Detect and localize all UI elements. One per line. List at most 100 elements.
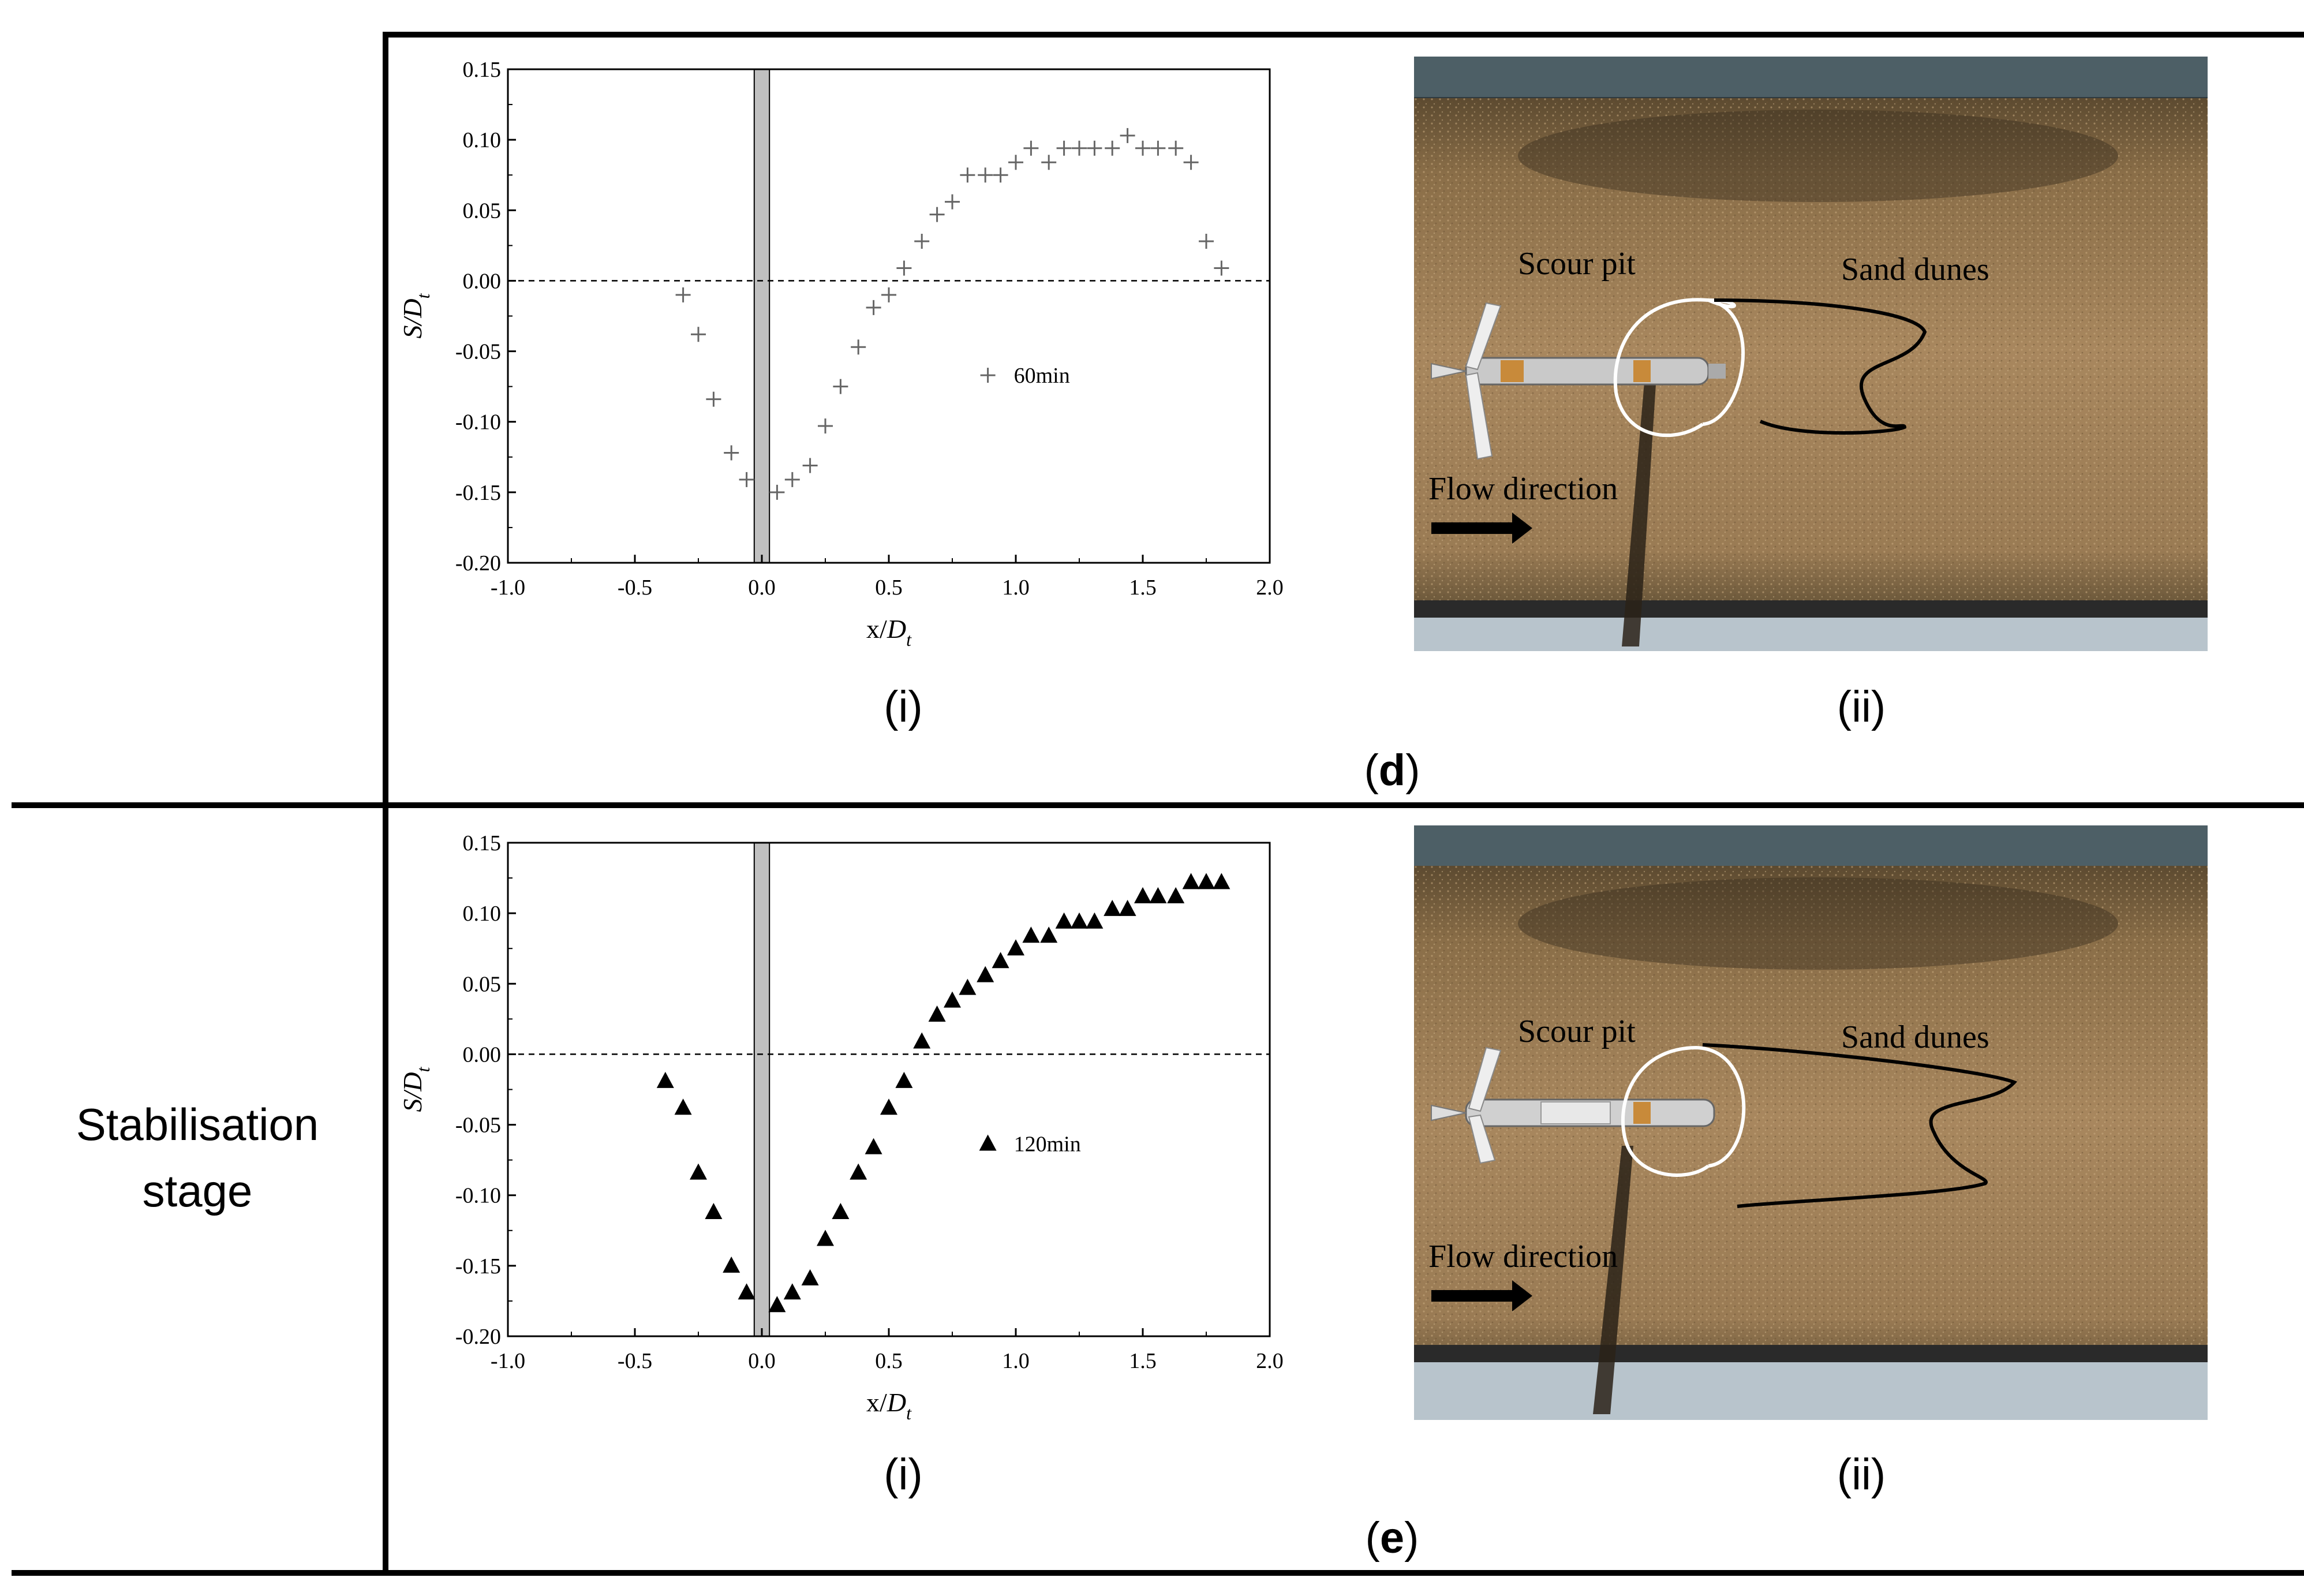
x-tick-label: 1.0	[1002, 575, 1030, 600]
x-tick-label: 0.5	[875, 575, 903, 600]
data-point	[705, 1203, 723, 1220]
data-point	[1086, 912, 1104, 929]
letter-d: (d)	[1364, 746, 1420, 795]
data-point	[1105, 140, 1120, 156]
data-point	[914, 234, 930, 249]
x-tick-label: 2.0	[1256, 575, 1284, 600]
data-point	[1183, 155, 1199, 170]
data-point	[929, 207, 945, 222]
data-point	[817, 1229, 834, 1246]
data-point	[978, 167, 993, 183]
data-point	[851, 339, 866, 355]
scour-pit-outline-e	[1621, 1046, 1746, 1177]
x-tick-label: 0.0	[748, 1349, 776, 1373]
pile-band	[753, 842, 771, 1337]
data-point	[768, 1296, 786, 1313]
data-point	[1167, 887, 1185, 903]
data-point	[1022, 926, 1040, 943]
data-point	[832, 1203, 850, 1220]
legend-marker	[979, 1134, 997, 1151]
y-tick-label: -0.10	[455, 1184, 501, 1208]
data-point	[833, 379, 848, 394]
photo-e-flow-label: Flow direction	[1428, 1239, 1618, 1274]
caption-d-left: (i)	[884, 682, 923, 731]
x-axis-label: x/Dt	[866, 614, 912, 650]
letter-e: (e)	[1366, 1513, 1419, 1563]
stage-label-line1: Stabilisation	[76, 1099, 319, 1150]
data-point	[1041, 155, 1057, 170]
data-point	[801, 1269, 819, 1285]
y-tick-label: 0.05	[463, 199, 502, 223]
flow-arrow-e	[1431, 1280, 1532, 1311]
y-tick-label: 0.05	[463, 972, 502, 996]
photo-e-dunes-label: Sand dunes	[1841, 1019, 1989, 1055]
data-point	[691, 327, 706, 342]
photo-d-scour-label: Scour pit	[1518, 246, 1636, 282]
data-point	[1199, 234, 1214, 249]
caption-d-right: (ii)	[1837, 682, 1886, 731]
data-point	[896, 260, 912, 276]
legend-label: 60min	[1014, 364, 1070, 388]
data-point	[880, 1098, 897, 1115]
data-point	[1150, 140, 1166, 156]
stage-label-line2: stage	[143, 1165, 253, 1216]
data-point	[738, 1283, 755, 1300]
data-point	[992, 952, 1009, 969]
data-point	[783, 1283, 801, 1300]
data-point	[784, 472, 800, 487]
data-point	[1198, 873, 1215, 889]
turbine-e	[1431, 1046, 1715, 1164]
data-point	[675, 287, 691, 302]
x-axis-label: x/Dt	[866, 1388, 912, 1423]
data-point	[690, 1163, 707, 1180]
data-point	[1119, 899, 1136, 916]
data-point	[881, 287, 896, 302]
y-tick-label: 0.10	[463, 902, 502, 926]
caption-e-right: (ii)	[1837, 1450, 1886, 1499]
data-point	[1087, 140, 1102, 156]
data-point	[656, 1071, 674, 1088]
y-tick-label: -0.05	[455, 340, 501, 364]
data-point	[1213, 873, 1230, 889]
data-point	[706, 391, 721, 407]
x-tick-label: 1.5	[1129, 1349, 1157, 1373]
turbine-d	[1431, 302, 1726, 460]
data-point	[1104, 899, 1121, 916]
data-point	[1214, 260, 1229, 276]
y-tick-label: -0.05	[455, 1113, 501, 1138]
data-point	[724, 445, 739, 461]
pile-band	[753, 69, 771, 563]
x-tick-label: -1.0	[491, 575, 525, 600]
data-point	[818, 418, 833, 434]
y-tick-label: -0.20	[455, 551, 501, 575]
data-point	[769, 484, 785, 500]
table-borders	[12, 32, 2304, 1576]
x-tick-label: 1.5	[1129, 575, 1157, 600]
y-tick-label: 0.15	[463, 58, 502, 82]
x-tick-label: -1.0	[491, 1349, 525, 1373]
data-point	[1056, 140, 1072, 156]
data-point	[850, 1163, 867, 1180]
legend-marker	[980, 368, 996, 383]
x-tick-label: 2.0	[1256, 1349, 1284, 1373]
x-tick-label: 0.5	[875, 1349, 903, 1373]
data-point	[1120, 128, 1135, 143]
data-point	[866, 300, 881, 315]
data-point	[865, 1138, 882, 1154]
y-tick-label: 0.00	[463, 1042, 502, 1067]
x-tick-label: 1.0	[1002, 1349, 1030, 1373]
chart-e: -1.0 -0.5 0.0 0.5 1.0 1.5 2.0 0.15 0.10 0.05 0.00 -…	[398, 831, 1284, 1423]
data-point	[1055, 912, 1073, 929]
flow-arrow-d	[1431, 513, 1532, 544]
chart-d: -1.0 -0.5 0.0 0.5 1.0 1.5 2.0 0.15 0.10 0.05 0.00 -…	[398, 58, 1284, 650]
data-point	[1040, 926, 1058, 943]
y-tick-label: 0.00	[463, 269, 502, 293]
data-point	[993, 167, 1008, 183]
y-tick-label: -0.15	[455, 1254, 501, 1279]
data-point	[1008, 155, 1023, 170]
data-point	[1007, 939, 1024, 956]
y-axis-label: S/Dt	[398, 293, 433, 338]
data-point	[674, 1098, 692, 1115]
y-axis-label: S/Dt	[398, 1066, 433, 1112]
